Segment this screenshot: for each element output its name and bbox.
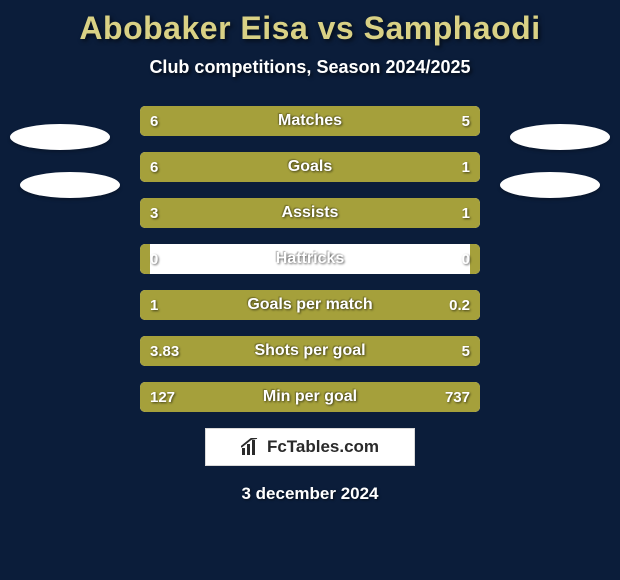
stat-label: Shots per goal: [140, 336, 480, 366]
stat-value-right: 0: [462, 244, 470, 274]
stat-row: 6Goals1: [140, 152, 480, 182]
stat-value-right: 737: [445, 382, 470, 412]
stat-row: 3Assists1: [140, 198, 480, 228]
stat-rows: 6Matches56Goals13Assists10Hattricks01Goa…: [140, 106, 480, 412]
stat-row: 127Min per goal737: [140, 382, 480, 412]
player-badge-left-1: [10, 124, 110, 150]
brand-logo[interactable]: FcTables.com: [205, 428, 415, 466]
stat-label: Assists: [140, 198, 480, 228]
stat-value-right: 5: [462, 106, 470, 136]
footer-date: 3 december 2024: [0, 484, 620, 504]
page-title: Abobaker Eisa vs Samphaodi: [0, 10, 620, 47]
stats-area: 6Matches56Goals13Assists10Hattricks01Goa…: [0, 106, 620, 412]
stat-label: Min per goal: [140, 382, 480, 412]
stat-value-right: 1: [462, 152, 470, 182]
brand-text: FcTables.com: [267, 437, 379, 457]
stat-label: Matches: [140, 106, 480, 136]
stat-value-right: 0.2: [449, 290, 470, 320]
chart-icon: [241, 438, 261, 456]
stat-row: 1Goals per match0.2: [140, 290, 480, 320]
page-subtitle: Club competitions, Season 2024/2025: [0, 57, 620, 78]
stat-value-right: 5: [462, 336, 470, 366]
player-badge-right-1: [510, 124, 610, 150]
player-badge-right-2: [500, 172, 600, 198]
stat-row: 0Hattricks0: [140, 244, 480, 274]
player-badge-left-2: [20, 172, 120, 198]
stat-label: Hattricks: [140, 244, 480, 274]
stat-row: 6Matches5: [140, 106, 480, 136]
stat-label: Goals per match: [140, 290, 480, 320]
stat-value-right: 1: [462, 198, 470, 228]
stat-row: 3.83Shots per goal5: [140, 336, 480, 366]
stat-label: Goals: [140, 152, 480, 182]
comparison-card: Abobaker Eisa vs Samphaodi Club competit…: [0, 0, 620, 580]
